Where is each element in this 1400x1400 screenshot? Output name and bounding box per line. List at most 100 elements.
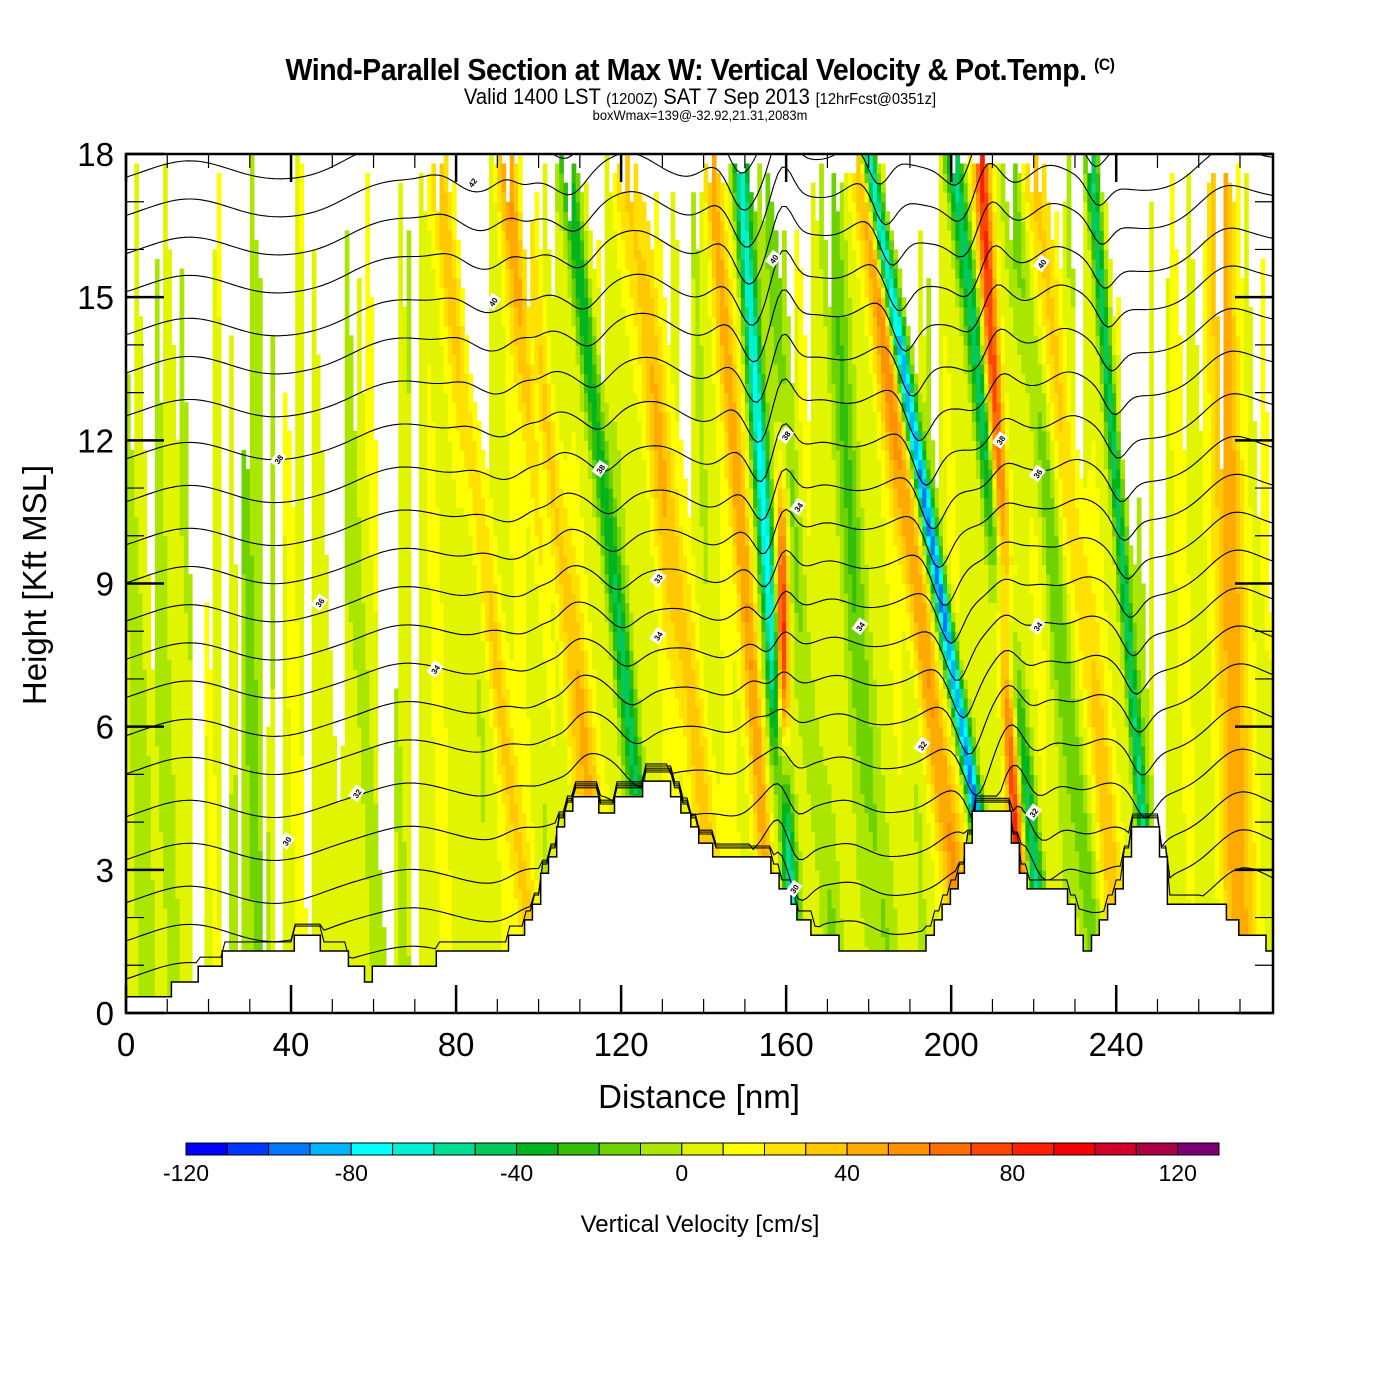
field-cell (967, 239, 973, 250)
field-cell (534, 259, 540, 384)
field-cell (893, 364, 899, 375)
field-cell (905, 469, 911, 489)
field-cell (876, 297, 882, 327)
field-cell (154, 745, 160, 1013)
field-cell (819, 745, 824, 928)
field-cell (1008, 239, 1014, 308)
field-cell (720, 344, 725, 384)
field-cell (761, 535, 767, 565)
field-cell (901, 325, 907, 336)
field-cell (975, 287, 981, 308)
field-cell (802, 488, 808, 575)
contour-label-bg (1028, 464, 1046, 483)
field-cell (183, 612, 189, 1013)
field-cell (489, 154, 494, 499)
field-cell (938, 879, 944, 947)
field-cell (1108, 364, 1113, 384)
contour-label: 33 (649, 569, 667, 588)
field-cell (773, 631, 779, 661)
field-cell (947, 373, 952, 556)
field-cell (716, 211, 721, 289)
field-cell (996, 469, 1002, 489)
field-cell (984, 306, 989, 327)
theta-contour-line (126, 308, 1273, 418)
field-cell (575, 344, 581, 365)
field-cell (183, 402, 189, 613)
field-cell (749, 278, 754, 365)
field-cell (1037, 755, 1043, 814)
field-cell (761, 430, 767, 451)
field-cell (769, 593, 775, 661)
field-cell (505, 688, 511, 737)
field-cell (1116, 554, 1121, 575)
field-cell (922, 698, 927, 718)
field-cell (175, 440, 181, 899)
field-cell (918, 707, 923, 737)
field-cell (988, 449, 993, 460)
field-cell (1235, 593, 1241, 1013)
field-cell (971, 755, 977, 766)
field-cell (695, 659, 701, 709)
field-cell (559, 173, 564, 193)
field-cell (1070, 459, 1076, 585)
field-cell (786, 526, 791, 556)
field-cell (1095, 192, 1101, 212)
field-cell (596, 421, 602, 470)
field-cell (1132, 793, 1138, 814)
field-cell (1008, 678, 1014, 699)
field-cell (443, 726, 449, 1013)
field-cell (691, 554, 696, 623)
field-cell (1017, 783, 1022, 794)
colorbar-tick-label: 80 (1000, 1160, 1026, 1186)
field-cell (889, 306, 894, 317)
field-cell (1021, 822, 1026, 833)
field-cell (744, 402, 750, 422)
box-wmax-info: boxWmax=139@-32.92,21.31,2083m (592, 107, 808, 123)
field-cell (740, 364, 746, 394)
field-cell (996, 354, 1002, 375)
field-cell (757, 612, 762, 642)
field-cell (761, 373, 767, 394)
field-cell (897, 325, 903, 336)
field-cell (1108, 469, 1113, 489)
field-cell (963, 783, 969, 794)
field-cell (551, 297, 556, 384)
field-cell (175, 898, 181, 1013)
field-cell (773, 545, 779, 585)
contour-label: 40 (484, 292, 502, 311)
field-cell (1132, 774, 1138, 795)
field-cell (753, 402, 758, 432)
field-cell (670, 621, 676, 680)
field-cell (963, 678, 969, 689)
contour-label-bg (269, 450, 287, 469)
field-cell (720, 182, 725, 222)
field-cell (971, 306, 977, 365)
field-cell (1021, 297, 1026, 375)
field-cell (480, 822, 486, 1013)
field-cell (852, 201, 857, 250)
field-cell (777, 841, 783, 880)
field-cell (1013, 268, 1018, 336)
field-cell (839, 259, 845, 346)
field-cell (942, 640, 948, 651)
field-cell (1124, 678, 1130, 699)
field-cell (1017, 793, 1022, 804)
field-cell (348, 335, 354, 623)
field-cell (963, 325, 969, 346)
field-cell (163, 163, 168, 537)
field-cell (1141, 745, 1146, 766)
field-cell (951, 707, 956, 718)
field-cell (782, 736, 787, 747)
field-cell (967, 717, 973, 728)
field-cell (802, 764, 808, 919)
x-tick-label: 160 (759, 1026, 814, 1063)
field-cell (579, 516, 585, 613)
contour-label-bg (649, 569, 667, 588)
field-cell (633, 736, 639, 766)
field-cell (1000, 507, 1006, 537)
field-cell (786, 726, 791, 747)
field-cell (942, 650, 948, 661)
field-cell (1145, 812, 1150, 833)
field-cell (460, 325, 465, 451)
field-cell (575, 669, 581, 718)
